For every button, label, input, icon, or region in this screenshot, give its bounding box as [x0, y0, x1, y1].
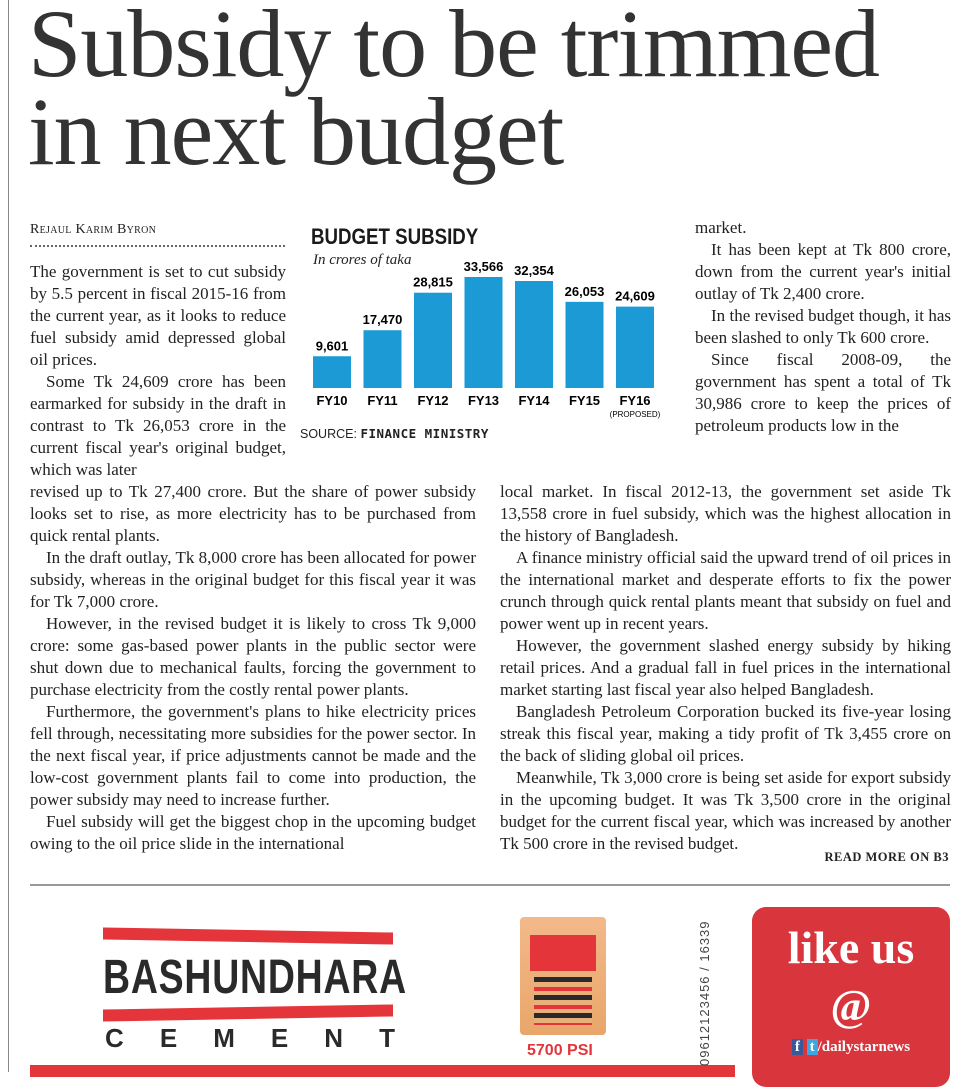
ad-psi: 5700 PSI — [527, 1042, 593, 1059]
category-label: FY12 — [417, 393, 448, 408]
data-label: 32,354 — [514, 263, 555, 278]
byline-divider — [30, 245, 285, 247]
read-more-link[interactable]: READ MORE ON B3 — [824, 850, 949, 864]
article-column-left: revised up to Tk 27,400 crore. But the s… — [30, 481, 476, 855]
paragraph: Some Tk 24,609 crore has been earmarked … — [30, 372, 286, 479]
category-label: FY15 — [569, 393, 600, 408]
paragraph: In the revised budget though, it has bee… — [695, 306, 951, 347]
paragraph: However, in the revised budget it is lik… — [30, 614, 476, 699]
bar-FY12 — [414, 292, 452, 388]
paragraph: Furthermore, the government's plans to h… — [30, 702, 476, 809]
data-label: 33,566 — [464, 259, 504, 274]
category-label: FY10 — [316, 393, 347, 408]
ad-bottom-stripe — [30, 1065, 735, 1077]
data-label: 17,470 — [363, 312, 403, 327]
like-us-text: like us — [787, 922, 915, 973]
paragraph: market. — [695, 218, 747, 237]
paragraph: The government is set to cut subsidy by … — [30, 262, 286, 369]
category-label: FY11 — [367, 393, 397, 408]
bar-FY11 — [363, 330, 402, 388]
chart-source: SOURCE: FINANCE MINISTRY — [300, 426, 489, 441]
data-label: 28,815 — [413, 275, 453, 290]
cement-bag-image — [520, 917, 606, 1035]
chart-subtitle: In crores of taka — [313, 252, 412, 268]
data-label: 26,053 — [565, 284, 605, 299]
bar-FY15 — [565, 301, 604, 388]
paragraph: It has been kept at Tk 800 crore, down f… — [695, 240, 951, 303]
social-handle[interactable]: f t/dailystarnews — [752, 1039, 950, 1056]
ad-stripe — [103, 1004, 393, 1022]
social-like-box[interactable]: like us @ f t/dailystarnews — [752, 907, 950, 1087]
bar-FY13 — [464, 277, 503, 388]
data-label: 24,609 — [615, 289, 655, 304]
bar-FY10 — [313, 356, 351, 388]
paragraph: However, the government slashed energy s… — [500, 636, 951, 699]
bar-FY14 — [515, 281, 553, 388]
paragraph: local market. In fiscal 2012-13, the gov… — [500, 482, 951, 545]
ad-brand: BASHUNDHARA — [103, 951, 407, 1004]
byline: Rejaul Karim Byron — [30, 222, 157, 237]
paragraph: Fuel subsidy will get the biggest chop i… — [30, 812, 476, 853]
paragraph: Bangladesh Petroleum Corporation bucked … — [500, 702, 951, 765]
column-rule — [8, 0, 9, 1072]
at-sign: @ — [830, 981, 872, 1030]
facebook-icon: f — [791, 1039, 803, 1055]
article-column-right: local market. In fiscal 2012-13, the gov… — [500, 481, 951, 855]
category-note: (PROPOSED) — [610, 410, 661, 419]
article-column-left-top: The government is set to cut subsidy by … — [30, 261, 286, 481]
section-divider — [30, 884, 950, 886]
chart-plot: 9,601 FY10 17,470 FY11 28,815 FY12 33,566 FY13 3… — [313, 259, 661, 419]
paragraph: Since fiscal 2008-09, the government has… — [695, 350, 951, 435]
paragraph: Meanwhile, Tk 3,000 crore is being set a… — [500, 768, 951, 853]
ad-phone: 09612123456 / 16339 — [697, 920, 712, 1066]
data-label: 9,601 — [316, 338, 349, 353]
twitter-icon: t — [806, 1039, 818, 1055]
category-label: FY16 — [619, 393, 650, 408]
category-label: FY14 — [518, 393, 550, 408]
paragraph: A finance ministry official said the upw… — [500, 548, 951, 633]
category-label: FY13 — [468, 393, 499, 408]
bar-FY16 — [616, 306, 654, 388]
paragraph: revised up to Tk 27,400 crore. But the s… — [30, 482, 476, 545]
ad-stripe — [103, 927, 393, 945]
headline: Subsidy to be trimmed in next budget — [28, 0, 880, 185]
article-column-right-top: market. It has been kept at Tk 800 crore… — [695, 217, 951, 437]
budget-subsidy-chart: BUDGET SUBSIDY In crores of taka 9,601 FY… — [300, 220, 680, 450]
paragraph: In the draft outlay, Tk 8,000 crore has … — [30, 548, 476, 611]
chart-title: BUDGET SUBSIDY — [311, 224, 479, 249]
